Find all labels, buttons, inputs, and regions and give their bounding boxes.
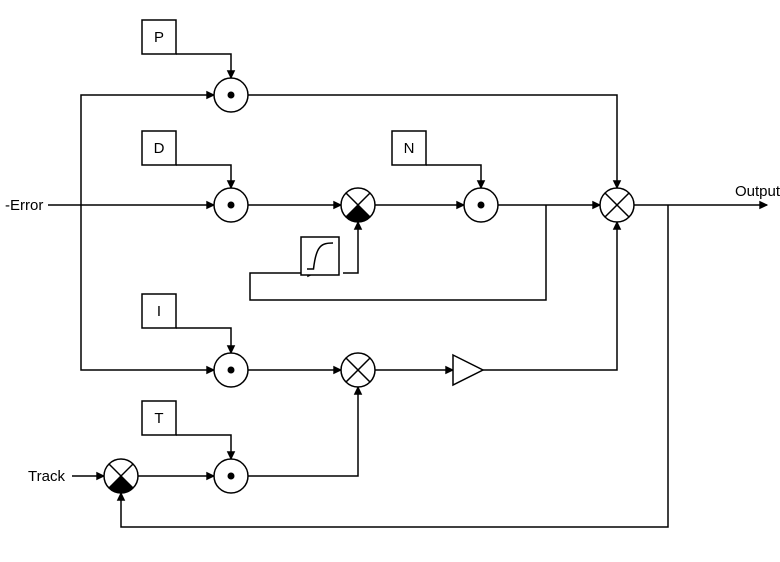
filter_box xyxy=(301,237,339,275)
mT xyxy=(214,459,248,493)
mN xyxy=(464,188,498,222)
mI xyxy=(214,353,248,387)
edge-17 xyxy=(483,222,617,370)
sI xyxy=(341,353,375,387)
sD xyxy=(341,188,375,222)
mP xyxy=(214,78,248,112)
edge-6 xyxy=(176,328,231,353)
label-track: Track xyxy=(28,468,65,485)
edge-2 xyxy=(81,205,214,370)
label-output: Output xyxy=(735,183,780,200)
edge-8 xyxy=(248,95,617,188)
integ xyxy=(453,355,483,385)
sOut xyxy=(600,188,634,222)
D_box: D xyxy=(142,131,176,165)
edge-3 xyxy=(176,54,231,78)
N_box-label: N xyxy=(404,140,415,157)
mD xyxy=(214,188,248,222)
edge-13 xyxy=(250,205,546,300)
T_box-label: T xyxy=(154,410,163,427)
label-input: -Error xyxy=(5,197,43,214)
I_box: I xyxy=(142,294,176,328)
edge-7 xyxy=(176,435,231,459)
P_box-label: P xyxy=(154,29,164,46)
T_box: T xyxy=(142,401,176,435)
edge-5 xyxy=(426,165,481,188)
D_box-label: D xyxy=(154,140,165,157)
N_box: N xyxy=(392,131,426,165)
edge-20 xyxy=(248,387,358,476)
I_box-label: I xyxy=(157,303,161,320)
sTrack xyxy=(104,459,138,493)
edge-21 xyxy=(121,205,668,527)
P_box: P xyxy=(142,20,176,54)
edge-4 xyxy=(176,165,231,188)
